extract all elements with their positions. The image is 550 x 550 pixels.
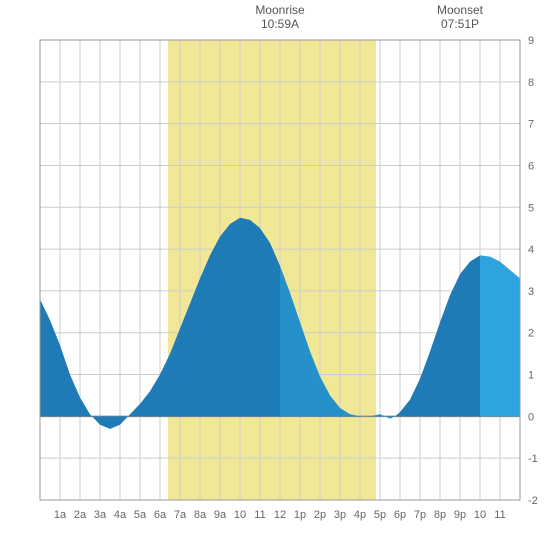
x-tick-label: 1p: [294, 509, 306, 521]
x-tick-label: 3a: [94, 509, 107, 521]
x-tick-label: 8p: [434, 509, 446, 521]
x-tick-label: 7p: [414, 509, 426, 521]
y-tick-label: 6: [528, 160, 534, 172]
y-tick-label: 3: [528, 286, 534, 298]
y-tick-label: -2: [528, 495, 538, 507]
y-tick-label: 4: [528, 244, 534, 256]
x-tick-label: 1a: [54, 509, 67, 521]
y-tick-label: 1: [528, 370, 534, 382]
x-tick-label: 4p: [354, 509, 366, 521]
x-tick-label: 2a: [74, 509, 87, 521]
x-tick-label: 9a: [214, 509, 227, 521]
x-tick-label: 7a: [174, 509, 187, 521]
tide-area-late: [480, 255, 520, 416]
moonrise-label: Moonrise: [255, 3, 305, 17]
x-tick-label: 4a: [114, 509, 127, 521]
y-tick-label: 7: [528, 119, 534, 131]
x-tick-label: 6a: [154, 509, 167, 521]
x-tick-label: 10: [474, 509, 486, 521]
x-tick-label: 9p: [454, 509, 466, 521]
x-tick-label: 5p: [374, 509, 386, 521]
moonset-label: Moonset: [437, 3, 484, 17]
x-tick-label: 2p: [314, 509, 326, 521]
x-tick-label: 8a: [194, 509, 207, 521]
y-tick-label: 0: [528, 411, 534, 423]
y-tick-label: 8: [528, 77, 534, 89]
x-tick-label: 6p: [394, 509, 406, 521]
x-tick-label: 12: [274, 509, 286, 521]
x-tick-label: 5a: [134, 509, 147, 521]
y-tick-label: 2: [528, 328, 534, 340]
y-tick-label: -1: [528, 453, 538, 465]
x-tick-label: 3p: [334, 509, 346, 521]
chart-svg: -2-101234567891a2a3a4a5a6a7a8a9a1011121p…: [0, 0, 550, 550]
moonset-time: 07:51P: [441, 17, 479, 31]
x-tick-label: 11: [254, 509, 265, 521]
x-tick-label: 11: [494, 509, 505, 521]
tide-chart: -2-101234567891a2a3a4a5a6a7a8a9a1011121p…: [0, 0, 550, 550]
y-tick-label: 5: [528, 202, 534, 214]
moonrise-time: 10:59A: [261, 17, 299, 31]
x-tick-label: 10: [234, 509, 246, 521]
y-tick-label: 9: [528, 35, 534, 47]
